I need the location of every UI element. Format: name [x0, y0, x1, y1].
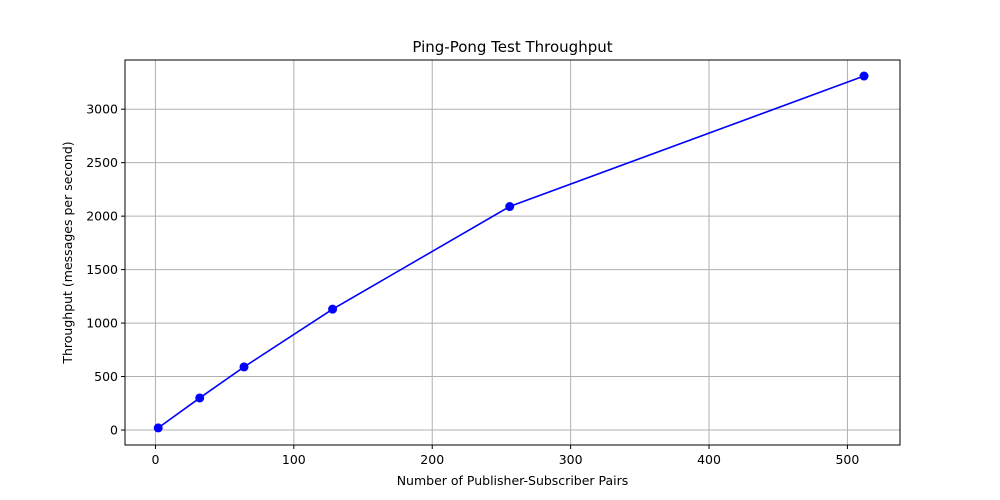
- y-axis-ticks: 0 500 1000 1500 2000 2500 3000: [86, 102, 125, 438]
- y-axis-label: Throughput (messages per second): [60, 141, 75, 364]
- y-tick-label: 3000: [86, 102, 118, 117]
- x-tick-label: 500: [835, 452, 859, 467]
- x-tick-label: 100: [282, 452, 306, 467]
- chart-title: Ping-Pong Test Throughput: [412, 38, 612, 56]
- data-point: [328, 304, 338, 314]
- x-tick-label: 0: [151, 452, 159, 467]
- data-point: [239, 362, 249, 372]
- plot-area-frame: [124, 59, 901, 446]
- data-point: [195, 393, 205, 403]
- y-tick-label: 1500: [86, 262, 118, 277]
- data-series: [153, 71, 869, 433]
- y-tick-label: 2000: [86, 209, 118, 224]
- y-tick-label: 1000: [86, 316, 118, 331]
- data-point: [505, 202, 515, 212]
- grid-lines: [125, 60, 900, 445]
- y-tick-label: 0: [110, 423, 118, 438]
- x-axis-ticks: 0 100 200 300 400 500: [151, 445, 859, 467]
- y-tick-label: 2500: [86, 155, 118, 170]
- x-axis-label: Number of Publisher-Subscriber Pairs: [397, 473, 629, 488]
- y-tick-label: 500: [94, 369, 118, 384]
- x-tick-label: 200: [420, 452, 444, 467]
- data-point: [859, 71, 869, 81]
- x-tick-label: 300: [559, 452, 583, 467]
- x-tick-label: 400: [697, 452, 721, 467]
- data-point: [153, 423, 163, 433]
- series-line: [157, 75, 865, 429]
